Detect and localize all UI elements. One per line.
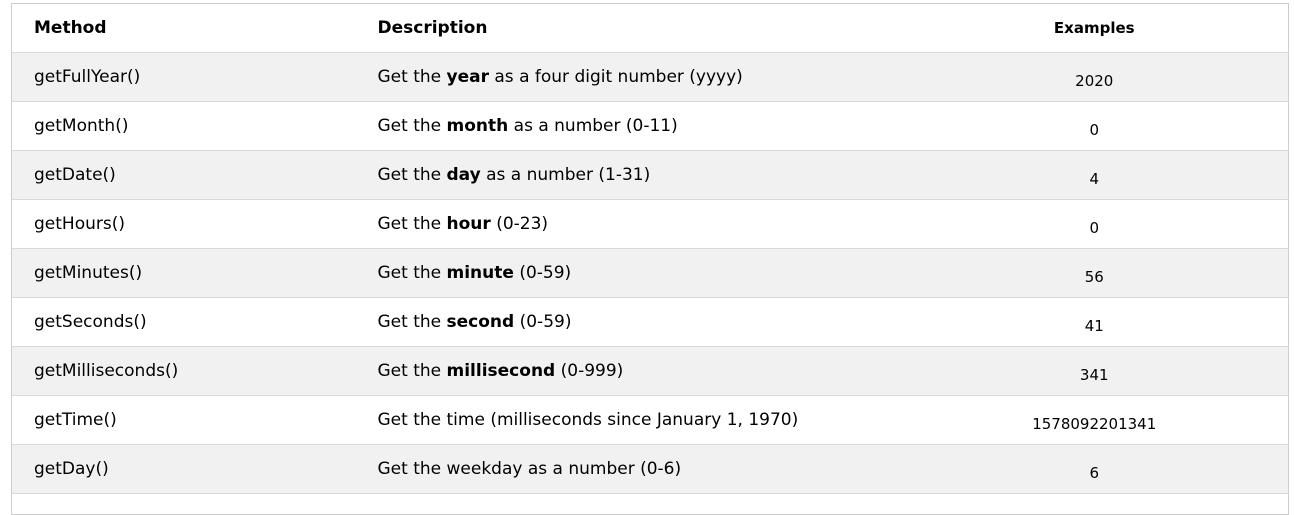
table-row: getMinutes() Get the minute (0-59) 56 bbox=[11, 248, 1289, 298]
description-cell: Get the millisecond (0-999) bbox=[369, 346, 901, 396]
method-cell: getFullYear() bbox=[11, 52, 370, 102]
description-bold-term: year bbox=[446, 67, 489, 87]
example-value: 2020 bbox=[900, 52, 1289, 102]
example-value: 0 bbox=[900, 101, 1289, 151]
description-text: Get the bbox=[377, 263, 447, 283]
table-row: getFullYear() Get the year as a four dig… bbox=[11, 52, 1289, 102]
example-value: 341 bbox=[900, 346, 1289, 396]
method-column-header: Method bbox=[34, 18, 107, 38]
table-header-row: Method Description Examples bbox=[12, 4, 1289, 53]
description-column-header: Description bbox=[377, 18, 488, 38]
description-text: as a number (0-11) bbox=[508, 116, 678, 136]
description-text: Get the bbox=[377, 361, 447, 381]
description-text: as a number (1-31) bbox=[480, 165, 651, 185]
description-text: Get the weekday as a number (0-6) bbox=[377, 459, 682, 479]
description-cell: Get the weekday as a number (0-6) bbox=[369, 444, 901, 494]
example-value bbox=[900, 493, 1289, 515]
example-value: 4 bbox=[900, 150, 1289, 200]
description-bold-term: month bbox=[446, 116, 509, 136]
method-cell bbox=[11, 493, 370, 515]
description-text: Get the bbox=[377, 116, 447, 136]
table-row: getMilliseconds() Get the millisecond (0… bbox=[11, 346, 1289, 396]
method-cell: getMinutes() bbox=[11, 248, 370, 298]
description-cell: Get the year as a four digit number (yyy… bbox=[369, 52, 901, 102]
table-row-partial bbox=[11, 493, 1289, 515]
table-row: getSeconds() Get the second (0-59) 41 bbox=[11, 297, 1289, 347]
method-cell: getDay() bbox=[11, 444, 370, 494]
example-value: 1578092201341 bbox=[900, 395, 1289, 445]
description-text: as a four digit number (yyyy) bbox=[488, 67, 743, 87]
description-cell: Get the day as a number (1-31) bbox=[369, 150, 901, 200]
description-bold-term: minute bbox=[446, 263, 514, 283]
method-cell: getHours() bbox=[11, 199, 370, 249]
method-cell: getMonth() bbox=[11, 101, 370, 151]
description-text: Get the bbox=[377, 67, 447, 87]
description-bold-term: millisecond bbox=[446, 361, 556, 381]
description-text: (0-59) bbox=[514, 312, 572, 332]
method-cell: getMilliseconds() bbox=[11, 346, 370, 396]
description-text: Get the bbox=[377, 165, 447, 185]
description-text: Get the bbox=[377, 214, 447, 234]
description-text: Get the time (milliseconds since January… bbox=[377, 410, 799, 430]
method-cell: getTime() bbox=[11, 395, 370, 445]
method-cell: getSeconds() bbox=[11, 297, 370, 347]
description-cell: Get the time (milliseconds since January… bbox=[369, 395, 901, 445]
table-row: getTime() Get the time (milliseconds sin… bbox=[11, 395, 1289, 445]
example-value: 41 bbox=[900, 297, 1289, 347]
table-row: getDay() Get the weekday as a number (0-… bbox=[11, 444, 1289, 494]
description-bold-term: day bbox=[446, 165, 481, 185]
description-cell: Get the second (0-59) bbox=[369, 297, 901, 347]
description-text: (0-999) bbox=[555, 361, 624, 381]
example-value: 6 bbox=[900, 444, 1289, 494]
description-cell: Get the hour (0-23) bbox=[369, 199, 901, 249]
table-row: getMonth() Get the month as a number (0-… bbox=[11, 101, 1289, 151]
description-cell bbox=[369, 493, 901, 515]
description-cell: Get the month as a number (0-11) bbox=[369, 101, 901, 151]
description-bold-term: second bbox=[446, 312, 515, 332]
example-value: 0 bbox=[900, 199, 1289, 249]
description-text: (0-23) bbox=[490, 214, 549, 234]
description-bold-term: hour bbox=[446, 214, 491, 234]
example-value: 56 bbox=[900, 248, 1289, 298]
date-methods-table: Method Description Examples getFullYear(… bbox=[11, 3, 1289, 515]
description-text: Get the bbox=[377, 312, 447, 332]
description-text: (0-59) bbox=[513, 263, 572, 283]
table-row: getDate() Get the day as a number (1-31)… bbox=[11, 150, 1289, 200]
table-row: getHours() Get the hour (0-23) 0 bbox=[11, 199, 1289, 249]
examples-column-header: Examples bbox=[1053, 19, 1135, 37]
description-cell: Get the minute (0-59) bbox=[369, 248, 901, 298]
method-cell: getDate() bbox=[11, 150, 370, 200]
